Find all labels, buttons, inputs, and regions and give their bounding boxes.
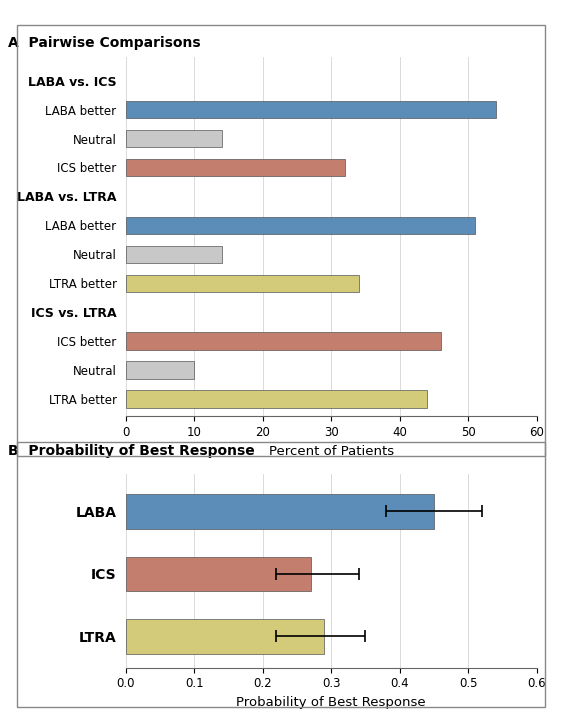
Bar — [126, 159, 345, 176]
Bar — [126, 130, 222, 147]
X-axis label: Percent of Patients: Percent of Patients — [268, 444, 394, 457]
Bar — [126, 101, 496, 118]
Bar — [126, 619, 324, 653]
Bar — [126, 332, 441, 350]
Bar — [126, 217, 475, 234]
Bar — [126, 556, 311, 591]
Bar — [126, 361, 194, 379]
Bar — [126, 274, 359, 292]
Text: A  Pairwise Comparisons: A Pairwise Comparisons — [9, 37, 201, 50]
Text: B  Probability of Best Response: B Probability of Best Response — [9, 444, 255, 458]
X-axis label: Probability of Best Response: Probability of Best Response — [236, 696, 426, 709]
Bar — [126, 494, 434, 528]
Bar — [126, 391, 427, 408]
Bar — [126, 246, 222, 263]
